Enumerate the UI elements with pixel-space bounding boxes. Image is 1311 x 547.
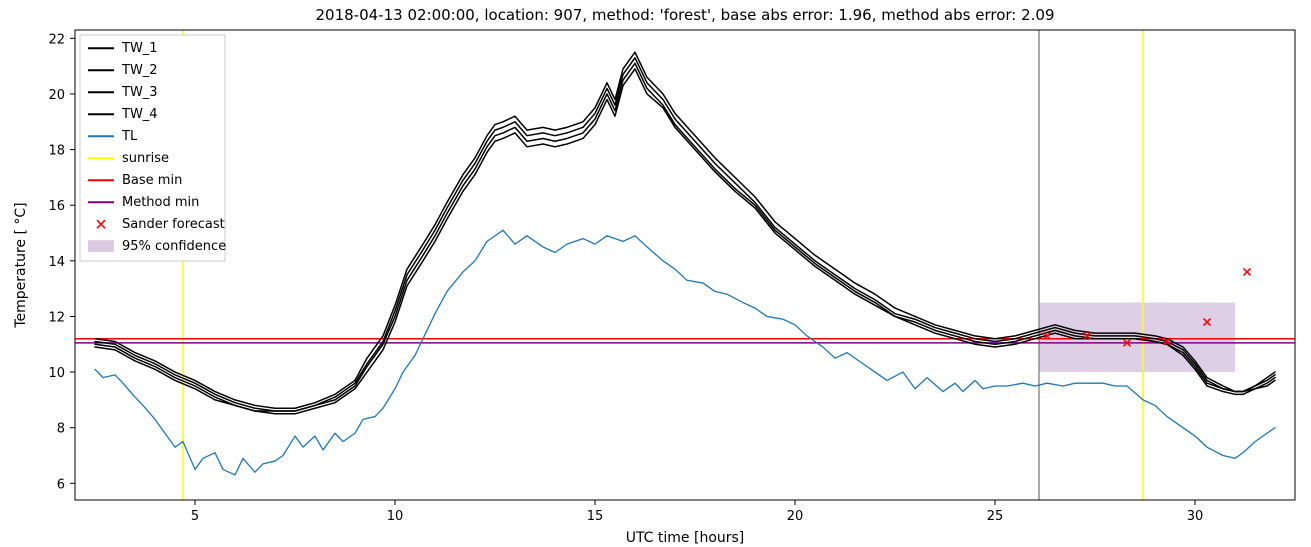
chart-title: 2018-04-13 02:00:00, location: 907, meth… — [316, 6, 1055, 24]
legend-label: sunrise — [122, 151, 169, 166]
x-tick-label: 20 — [787, 509, 804, 524]
y-tick-label: 18 — [48, 144, 65, 159]
y-tick-label: 16 — [48, 199, 65, 214]
y-axis-label: Temperature [ °C] — [13, 202, 29, 328]
legend-label: TW_2 — [121, 63, 158, 78]
y-tick-label: 22 — [48, 32, 65, 47]
legend-label: Sander forecast — [122, 217, 225, 232]
legend-label: 95% confidence — [122, 239, 226, 254]
legend-label: TW_4 — [121, 107, 158, 122]
legend-label: TL — [121, 129, 138, 144]
chart-container: 5 10 15 20 25 30 6 8 10 12 14 16 18 20 22 UTC time [hou… — [0, 0, 1311, 547]
x-tick-label: 5 — [191, 509, 199, 524]
legend-label: Method min — [122, 195, 199, 210]
y-tick-label: 8 — [57, 422, 65, 437]
x-tick-label: 30 — [1187, 509, 1204, 524]
legend-label: Base min — [122, 173, 182, 188]
x-axis-label: UTC time [hours] — [626, 530, 745, 546]
legend-label: TW_1 — [121, 41, 158, 56]
legend-label: TW_3 — [121, 85, 158, 100]
y-tick-label: 6 — [57, 477, 65, 492]
legend-swatch — [88, 240, 114, 252]
x-tick-label: 10 — [387, 509, 404, 524]
x-tick-label: 15 — [587, 509, 604, 524]
x-tick-label: 25 — [987, 509, 1004, 524]
temperature-chart: 5 10 15 20 25 30 6 8 10 12 14 16 18 20 22 UTC time [hou… — [0, 0, 1311, 547]
y-tick-label: 14 — [48, 255, 65, 270]
legend: TW_1 TW_2 TW_3 TW_4 TL sunrise Base min Method … — [80, 35, 226, 261]
y-tick-label: 12 — [48, 310, 65, 325]
y-tick-label: 10 — [48, 366, 65, 381]
y-tick-label: 20 — [48, 88, 65, 103]
